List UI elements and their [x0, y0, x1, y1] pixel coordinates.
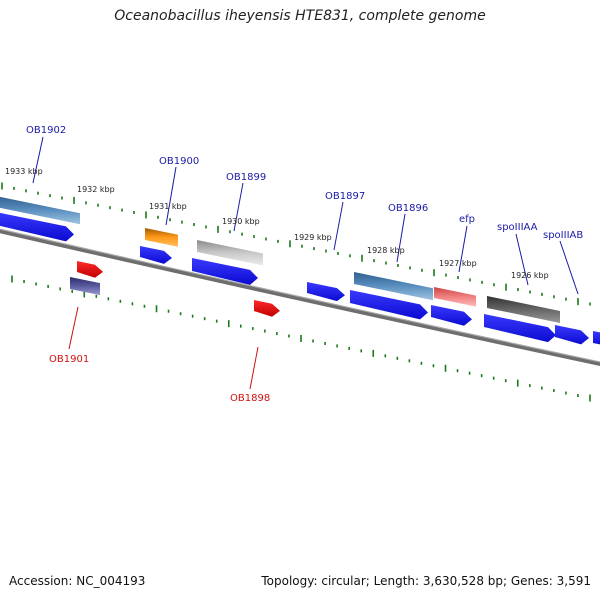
gene-label-ob1900[interactable]: OB1900: [159, 156, 199, 167]
reverse-cds-arrow: [77, 261, 103, 278]
cds-arrow: [555, 325, 589, 345]
leader-line: [396, 213, 406, 263]
gene-bar-ob1900: [145, 228, 178, 247]
gene-bar-ob1902: [0, 196, 80, 225]
kbp-label: 1930 kbp: [222, 217, 260, 226]
leader-line: [165, 166, 177, 226]
gene-label-ob1902[interactable]: OB1902: [26, 125, 66, 136]
kbp-label: 1932 kbp: [77, 185, 115, 194]
kbp-label: 1933 kbp: [5, 167, 43, 176]
feature-track: [0, 196, 600, 345]
cds-arrow: [0, 212, 74, 242]
cds-arrow: [593, 331, 600, 345]
map-title: Oceanobacillus iheyensis HTE831, complet…: [114, 8, 486, 24]
cds-arrow: [140, 246, 172, 264]
gene-label-spoiiiaa[interactable]: spoIIIAA: [497, 222, 538, 233]
forward-gene-labels: OB1902 OB1900 OB1899 OB1897 OB1896 efp s…: [26, 125, 583, 241]
leader-line: [559, 240, 579, 295]
gene-label-ob1901[interactable]: OB1901: [49, 354, 89, 365]
cds-arrow: [431, 305, 472, 326]
genome-backbone: [0, 229, 600, 366]
gene-bar-ob1896: [354, 272, 433, 301]
kbp-labels: 1933 kbp 1932 kbp 1931 kbp 1930 kbp 1929…: [5, 167, 549, 280]
scale-ticks: [1, 182, 591, 402]
label-leader-lines: [32, 136, 579, 390]
kbp-label: 1928 kbp: [367, 246, 405, 255]
accession-text: Accession: NC_004193: [9, 574, 146, 588]
cds-arrow: [307, 282, 345, 302]
leader-line: [333, 201, 344, 251]
gene-label-ob1899[interactable]: OB1899: [226, 172, 266, 183]
leader-line: [68, 306, 79, 350]
reverse-gene-labels: OB1901 OB1898: [49, 354, 270, 404]
gene-label-ob1897[interactable]: OB1897: [325, 191, 365, 202]
leader-line: [458, 225, 468, 273]
leader-line: [249, 346, 259, 390]
cds-arrow: [192, 258, 258, 285]
gene-bar-ob1899: [197, 240, 263, 266]
genome-summary-text: Topology: circular; Length: 3,630,528 bp…: [261, 574, 591, 588]
gene-bar-ob1901: [70, 277, 100, 296]
gene-label-ob1896[interactable]: OB1896: [388, 203, 428, 214]
cds-arrow: [350, 290, 428, 320]
gene-label-efp[interactable]: efp: [459, 214, 475, 225]
gene-bar-spoiiiaa: [487, 296, 560, 323]
gene-label-spoiiiab[interactable]: spoIIIAB: [543, 230, 583, 241]
cds-arrow: [484, 314, 556, 343]
leader-line: [515, 233, 529, 286]
genome-backbone-highlight: [0, 228, 600, 363]
kbp-label: 1926 kbp: [511, 271, 549, 280]
gene-label-ob1898[interactable]: OB1898: [230, 393, 270, 404]
reverse-cds-arrow: [254, 300, 280, 317]
kbp-label: 1927 kbp: [439, 259, 477, 268]
leader-line: [32, 136, 44, 184]
leader-line: [233, 182, 244, 232]
kbp-label: 1929 kbp: [294, 233, 332, 242]
gene-bar-efp: [434, 287, 476, 307]
kbp-label: 1931 kbp: [149, 202, 187, 211]
